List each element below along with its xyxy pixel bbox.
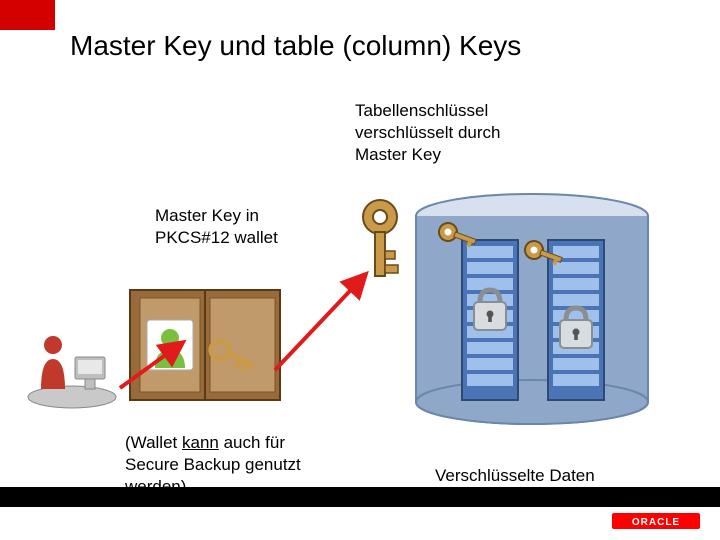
oracle-logo: ORACLE: [612, 513, 700, 529]
arrow-user-to-wallet: [0, 0, 720, 540]
arrow-wallet-to-key: [275, 275, 365, 370]
footer-bar: [0, 487, 720, 507]
svg-text:ORACLE: ORACLE: [632, 517, 680, 528]
